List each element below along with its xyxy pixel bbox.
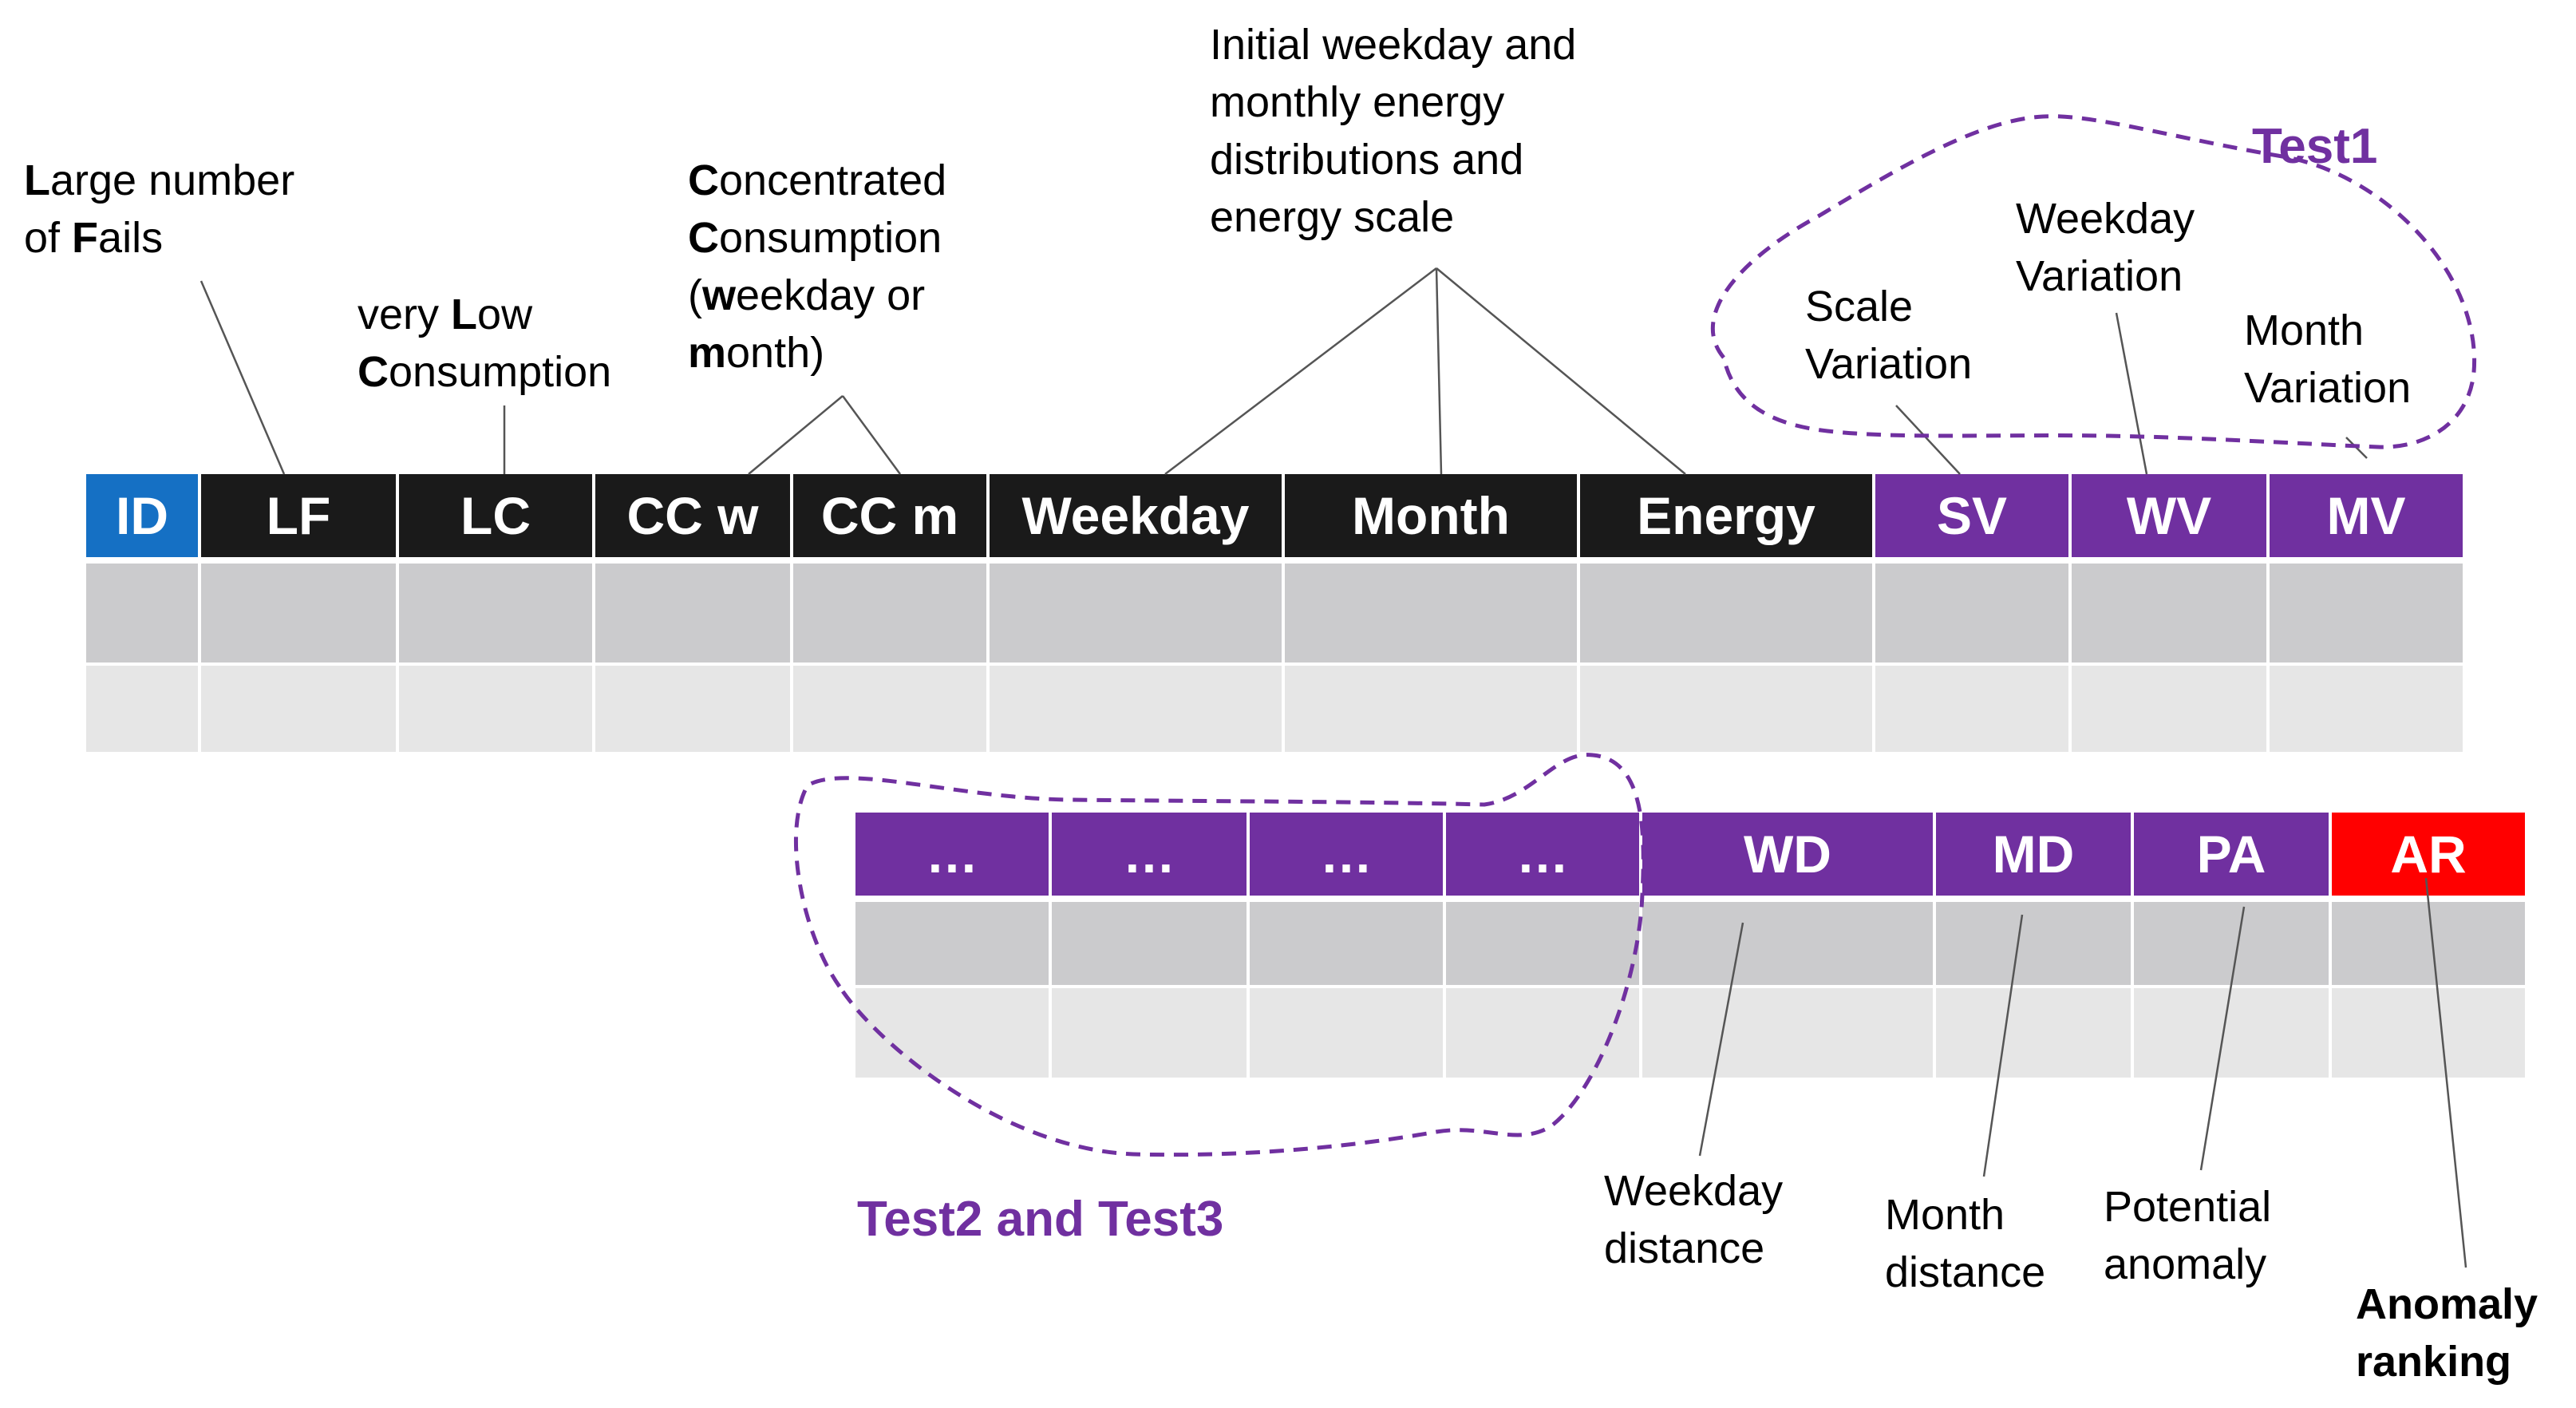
label-initial-distributions: Initial weekday and monthly energy distr… [1210,21,1577,241]
connector-energy [1436,267,1686,475]
t2-cell-r2-c7 [2332,988,2528,1078]
test1-title: Test1 [2252,119,2378,174]
t1-cell-r2-c0 [86,666,201,752]
t1-cell-r1-c0 [86,564,201,662]
connector-lf [200,280,286,475]
connector-weekday [1164,267,1437,475]
t1-cell-r1-c7 [1580,564,1875,662]
t1-header-9: WV [2072,474,2270,557]
t1-cell-r2-c4 [793,666,990,752]
t1-cell-r1-c8 [1875,564,2072,662]
t1-cell-r2-c3 [595,666,793,752]
t1-header-6: Month [1285,474,1580,557]
t2-cell-r2-c6 [2134,988,2332,1078]
label-month-variation: Month Variation [2244,307,2412,412]
label-large-number-of-fails: Large number of Fails [24,156,295,262]
t2-cell-r2-c5 [1936,988,2134,1078]
connector-month [1435,267,1443,475]
t1-header-2: LC [399,474,595,557]
t2-header-4: WD [1642,813,1936,896]
t2-cell-r2-c4 [1642,988,1936,1078]
t2-cell-r1-c3 [1446,902,1642,985]
connector-sv [1895,405,1961,475]
t2-header-2: … [1250,813,1446,896]
label-scale-variation: Scale Variation [1805,283,1973,388]
label-concentrated-consumption: Concentrated Consumption (weekday or mon… [688,156,947,377]
connector-pa [2199,906,2246,1171]
t2-cell-r1-c1 [1052,902,1250,985]
t2-cell-r2-c1 [1052,988,1250,1078]
t1-header-8: SV [1875,474,2072,557]
t2-header-3: … [1446,813,1642,896]
t2-header-7: AR [2332,813,2528,896]
t2-cell-r2-c2 [1250,988,1446,1078]
t1-cell-r2-c2 [399,666,595,752]
label-weekday-distance: Weekday distance [1604,1167,1784,1272]
t1-cell-r2-c5 [990,666,1285,752]
t1-header-10: MV [2270,474,2466,557]
t1-cell-r2-c7 [1580,666,1875,752]
t1-header-5: Weekday [990,474,1285,557]
t1-cell-r1-c5 [990,564,1285,662]
t1-cell-r1-c10 [2270,564,2466,662]
connector-wv [2115,312,2148,475]
test2-test3-title: Test2 and Test3 [857,1192,1224,1247]
t1-header-0: ID [86,474,201,557]
label-anomaly-ranking: Anomaly ranking [2356,1280,2538,1386]
t1-header-1: LF [201,474,399,557]
t2-header-6: PA [2134,813,2332,896]
t2-cell-r1-c2 [1250,902,1446,985]
test1-dashed-region [1710,114,2477,449]
connector-md [1982,914,2024,1177]
connector-ar [2424,877,2467,1268]
t2-cell-r1-c5 [1936,902,2134,985]
label-potential-anomaly: Potential anomaly [2104,1183,2272,1288]
test23-dashed-region [793,753,1646,1157]
label-very-low-consumption: very Low Consumption [358,291,612,396]
connector-wd [1698,922,1744,1157]
t1-cell-r1-c3 [595,564,793,662]
t2-header-0: … [855,813,1052,896]
t1-cell-r2-c10 [2270,666,2466,752]
t2-header-5: MD [1936,813,2134,896]
t1-cell-r2-c9 [2072,666,2270,752]
t2-cell-r1-c0 [855,902,1052,985]
t1-cell-r1-c2 [399,564,595,662]
t1-cell-r1-c6 [1285,564,1580,662]
t2-cell-r2-c0 [855,988,1052,1078]
connector-cc-w [748,395,844,475]
connector-cc-m [841,395,902,475]
t1-cell-r1-c4 [793,564,990,662]
label-month-distance: Month distance [1885,1191,2046,1296]
label-weekday-variation: Weekday Variation [2016,195,2195,300]
t2-header-1: … [1052,813,1250,896]
t1-cell-r1-c1 [201,564,399,662]
t1-header-4: CC m [793,474,990,557]
t1-cell-r2-c6 [1285,666,1580,752]
t1-header-7: Energy [1580,474,1875,557]
t1-cell-r1-c9 [2072,564,2270,662]
t1-cell-r2-c1 [201,666,399,752]
t1-header-3: CC w [595,474,793,557]
t2-cell-r1-c4 [1642,902,1936,985]
t1-cell-r2-c8 [1875,666,2072,752]
